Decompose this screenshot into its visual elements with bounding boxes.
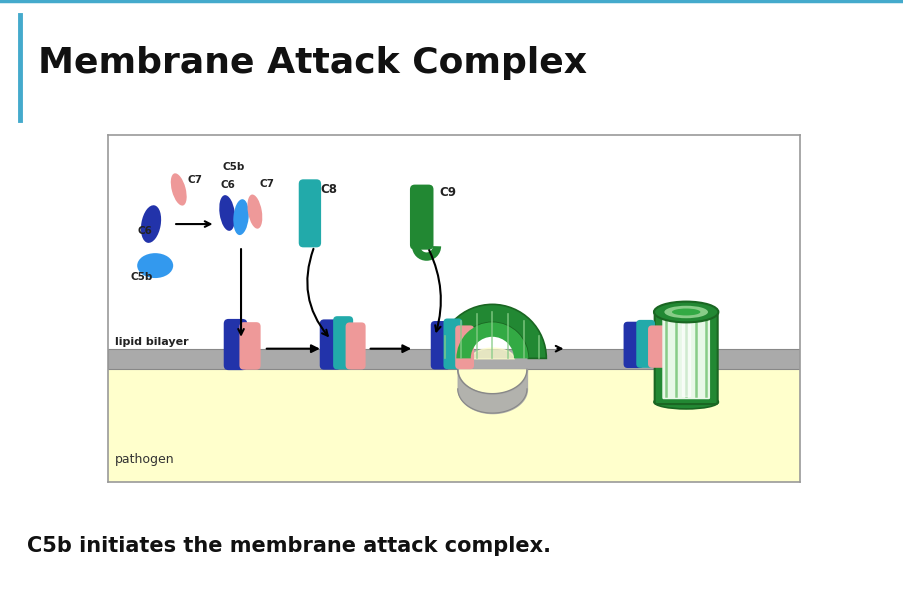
FancyBboxPatch shape — [654, 310, 717, 404]
Text: C6: C6 — [220, 180, 235, 190]
FancyBboxPatch shape — [623, 321, 643, 368]
Wedge shape — [456, 323, 527, 358]
Ellipse shape — [664, 306, 707, 318]
FancyBboxPatch shape — [223, 319, 247, 370]
FancyBboxPatch shape — [431, 321, 451, 370]
FancyBboxPatch shape — [636, 320, 655, 368]
FancyBboxPatch shape — [647, 326, 666, 368]
FancyBboxPatch shape — [409, 185, 433, 250]
FancyBboxPatch shape — [455, 326, 473, 369]
Ellipse shape — [671, 308, 700, 315]
Ellipse shape — [219, 195, 235, 231]
Ellipse shape — [141, 205, 161, 243]
Bar — [108, 367, 799, 482]
Text: C7: C7 — [187, 175, 201, 185]
FancyBboxPatch shape — [239, 322, 260, 370]
FancyBboxPatch shape — [345, 323, 365, 370]
Ellipse shape — [171, 173, 186, 206]
FancyBboxPatch shape — [298, 179, 321, 247]
FancyBboxPatch shape — [320, 320, 340, 370]
Ellipse shape — [653, 395, 718, 409]
FancyBboxPatch shape — [662, 315, 709, 399]
Text: Membrane Attack Complex: Membrane Attack Complex — [38, 46, 586, 80]
Ellipse shape — [233, 199, 248, 235]
Bar — [108, 349, 799, 370]
Wedge shape — [438, 305, 545, 358]
Text: C8: C8 — [320, 183, 337, 196]
Text: C5b initiates the membrane attack complex.: C5b initiates the membrane attack comple… — [27, 536, 551, 556]
Ellipse shape — [247, 194, 262, 229]
Text: C5b: C5b — [130, 272, 153, 282]
Ellipse shape — [653, 302, 718, 323]
Text: C9: C9 — [439, 187, 455, 199]
FancyBboxPatch shape — [443, 318, 461, 369]
Text: C6: C6 — [137, 226, 152, 236]
Text: lipid bilayer: lipid bilayer — [115, 337, 189, 347]
Text: C7: C7 — [259, 179, 274, 189]
Text: C5b: C5b — [223, 161, 245, 172]
Text: pathogen: pathogen — [115, 453, 174, 467]
FancyBboxPatch shape — [333, 316, 353, 370]
Ellipse shape — [137, 253, 173, 278]
